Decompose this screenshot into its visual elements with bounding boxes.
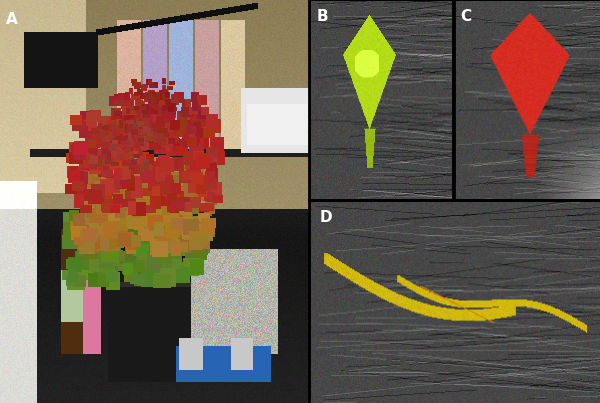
Text: C: C [461, 9, 472, 24]
Text: B: B [316, 9, 328, 24]
Text: A: A [6, 12, 18, 27]
Text: D: D [319, 210, 332, 225]
